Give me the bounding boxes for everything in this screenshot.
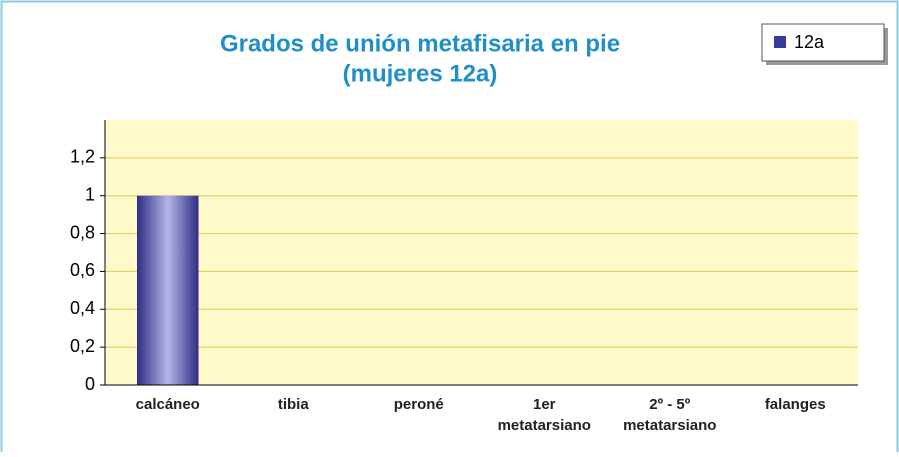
plot-area	[105, 120, 858, 385]
y-tick-label: 1,2	[70, 147, 95, 167]
x-tick-label: falanges	[765, 396, 826, 413]
x-tick-label: 2º - 5º	[649, 396, 690, 413]
legend-label: 12a	[794, 32, 825, 52]
x-tick-label: calcáneo	[136, 396, 200, 413]
chart-title: Grados de unión metafisaria en pie	[220, 30, 620, 57]
x-tick-label: metatarsiano	[623, 417, 716, 434]
x-tick-label: 1er	[533, 396, 556, 413]
x-tick-label: tibia	[278, 396, 309, 413]
y-tick-label: 0,2	[70, 336, 95, 356]
bar	[137, 195, 199, 385]
x-tick-label: metatarsiano	[498, 417, 591, 434]
chart-title: (mujeres 12a)	[343, 60, 498, 87]
y-tick-label: 0,6	[70, 260, 95, 280]
y-tick-label: 1	[85, 184, 95, 204]
y-tick-label: 0	[85, 374, 95, 394]
y-tick-label: 0,8	[70, 222, 95, 242]
x-tick-label: peroné	[394, 396, 444, 413]
legend-swatch	[774, 36, 786, 48]
y-tick-label: 0,4	[70, 298, 95, 318]
